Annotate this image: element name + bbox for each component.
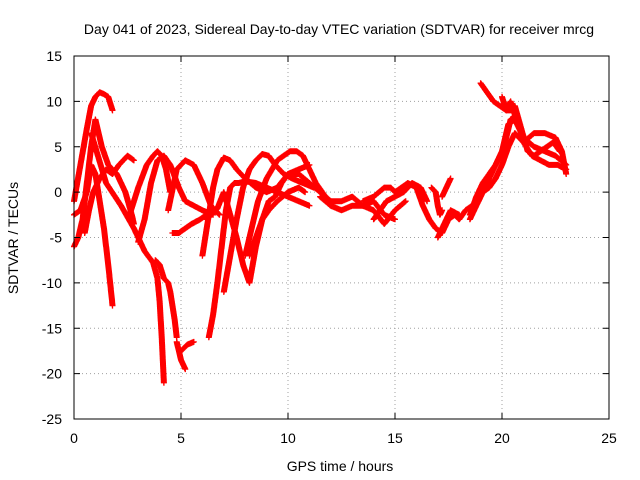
series-arc-12 [178,338,197,354]
y-tick-labels: 15 10 5 0 -5 -10 -15 -20 -25 [42,48,62,427]
x-tick-label: 20 [494,430,510,446]
y-tick-label: -5 [50,230,63,246]
y-tick-label: 10 [46,93,62,109]
x-tick-label: 25 [601,430,617,446]
x-tick-labels: 0 5 10 15 20 25 [70,430,617,446]
data-points [71,80,570,386]
plus-markers [178,338,197,354]
plus-markers [499,93,523,128]
series-arc-7 [152,257,180,341]
grid-lines [74,56,609,419]
x-tick-label: 15 [387,430,403,446]
chart-title: Day 041 of 2023, Sidereal Day-to-day VTE… [84,21,594,37]
series-arc-31 [499,93,523,128]
series-arc-25 [439,175,454,200]
series-arc-17 [242,148,332,259]
plus-markers [370,180,431,223]
series-arc-24 [434,207,463,241]
axis-ticks [73,55,610,420]
plus-markers [428,184,446,218]
plus-markers [152,257,180,341]
x-axis-label: GPS time / hours [287,458,394,474]
x-tick-label: 0 [70,430,78,446]
y-tick-label: -20 [42,366,62,382]
series-arc-26 [428,184,446,218]
plus-markers [434,207,463,241]
plus-markers [246,184,309,259]
y-tick-label: -15 [42,320,62,336]
x-tick-label: 10 [280,430,296,446]
x-tick-label: 5 [177,430,185,446]
y-tick-label: 0 [54,184,62,200]
y-tick-label: -10 [42,275,62,291]
series-arc-22 [370,180,431,223]
y-tick-label: 5 [54,139,62,155]
y-tick-label: 15 [46,48,62,64]
series-arc-18 [246,184,309,259]
plus-markers [439,175,454,200]
y-axis-label: SDTVAR / TECUs [5,182,21,294]
plus-markers [242,148,332,259]
y-tick-label: -25 [42,411,62,427]
